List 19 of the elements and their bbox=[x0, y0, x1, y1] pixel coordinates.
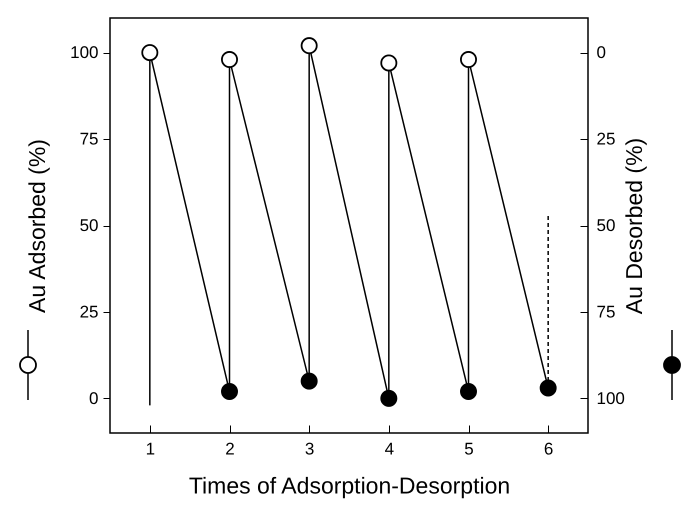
y-axis-title: Au Adsorbed (%) bbox=[24, 139, 50, 313]
x-tick-label: 4 bbox=[384, 440, 394, 458]
x-axis-title: Times of Adsorption-Desorption bbox=[188, 472, 510, 498]
y2-tick-label: 100 bbox=[596, 388, 625, 408]
y2-tick-label: 75 bbox=[596, 302, 616, 322]
x-tick-label: 1 bbox=[146, 440, 156, 458]
x-tick-label: 3 bbox=[304, 440, 314, 458]
y-tick-label: 100 bbox=[70, 43, 98, 62]
y-tick-label: 0 bbox=[89, 388, 98, 408]
x-tick-label: 5 bbox=[464, 440, 474, 458]
y-tick-label: 50 bbox=[80, 216, 98, 235]
y2-axis-title: Au Desorbed (%) bbox=[620, 138, 647, 314]
y2-tick-label: 25 bbox=[596, 130, 616, 149]
y2-tick-label: 0 bbox=[596, 43, 606, 62]
y-tick-label: 25 bbox=[80, 302, 98, 322]
y-tick-label: 75 bbox=[80, 130, 98, 149]
x-tick-label: 6 bbox=[544, 440, 554, 458]
x-tick-label: 2 bbox=[225, 440, 235, 458]
y2-tick-label: 50 bbox=[596, 216, 616, 235]
